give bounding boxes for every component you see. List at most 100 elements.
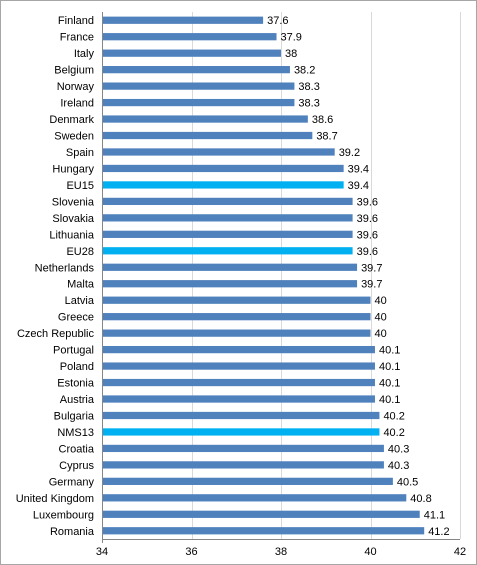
value-label-estonia: 40.1 [379,378,400,390]
category-label-germany: Germany [49,476,95,488]
value-label-slovakia: 39.6 [357,213,378,225]
value-label-finland: 37.6 [267,15,288,27]
category-label-sweden: Sweden [54,131,94,143]
category-label-lithuania: Lithuania [49,229,95,241]
value-label-czech-republic: 40 [375,328,387,340]
x-tick-label-40: 40 [364,546,376,558]
bar-poland [103,362,375,370]
x-tick-label-34: 34 [96,546,108,558]
value-label-cyprus: 40.3 [388,460,409,472]
value-label-united-kingdom: 40.8 [410,493,431,505]
category-label-estonia: Estonia [57,378,95,390]
category-label-czech-republic: Czech Republic [17,328,95,340]
category-label-italy: Italy [74,48,95,60]
category-label-malta: Malta [67,279,95,291]
value-label-belgium: 38.2 [294,65,315,77]
bar-eu15 [103,181,344,189]
bar-nms13 [103,428,380,436]
value-label-latvia: 40 [375,295,387,307]
x-axis-tick-labels: 34 36 38 40 42 [96,546,466,558]
category-label-nms13: NMS13 [57,427,94,439]
bar-sweden [103,131,313,140]
bar-ireland [103,98,295,107]
value-label-italy: 38 [285,48,297,60]
category-label-ireland: Ireland [60,98,94,110]
value-label-norway: 38.3 [298,81,319,93]
value-label-denmark: 38.6 [312,114,333,126]
value-label-austria: 40.1 [379,394,400,406]
value-label-greece: 40 [375,312,387,324]
value-label-hungary: 39.4 [348,163,369,175]
bar-spain [103,148,335,156]
category-label-poland: Poland [60,361,94,373]
value-label-sweden: 38.7 [316,131,337,143]
category-label-romania: Romania [50,526,95,538]
bar-austria [103,395,375,403]
bar-latvia [103,296,371,304]
category-label-greece: Greece [58,312,94,324]
value-label-malta: 39.7 [361,279,382,291]
bar-estonia [103,378,375,387]
value-label-romania: 41.2 [428,526,449,538]
value-label-spain: 39.2 [339,147,360,159]
category-label-austria: Austria [60,394,95,406]
value-label-luxembourg: 41.1 [424,509,445,521]
bar-finland [103,16,264,24]
bar-netherlands [103,263,358,271]
value-labels: 37.6 37.9 38 38.2 38.3 38.3 38.6 38.739.2 39.4 39… [267,15,450,538]
bar-hungary [103,164,344,173]
category-label-luxembourg: Luxembourg [33,509,94,521]
value-label-france: 37.9 [281,32,302,44]
value-label-eu28: 39.6 [357,246,378,258]
category-label-cyprus: Cyprus [59,460,94,472]
bar-romania [103,527,425,535]
bar-slovakia [103,214,353,222]
category-label-portugal: Portugal [53,345,94,357]
bar-italy [103,49,281,57]
bar-cyprus [103,461,384,469]
category-label-slovenia: Slovenia [52,196,95,208]
value-label-poland: 40.1 [379,361,400,373]
category-label-netherlands: Netherlands [35,262,95,274]
value-label-portugal: 40.1 [379,345,400,357]
category-label-eu28: EU28 [66,246,94,258]
bar-belgium [103,66,290,74]
bar-norway [103,82,295,90]
category-label-finland: Finland [58,15,94,27]
bar-eu28 [103,247,353,255]
value-label-lithuania: 39.6 [357,229,378,241]
bar-portugal [103,345,375,354]
bar-lithuania [103,230,353,238]
bar-czech-republic [103,329,371,337]
value-label-eu15: 39.4 [348,180,369,192]
category-label-france: France [60,32,94,44]
bars [103,16,425,535]
bar-slovenia [103,197,353,206]
category-label-hungary: Hungary [52,163,94,175]
category-label-norway: Norway [57,81,95,93]
category-label-denmark: Denmark [49,114,94,126]
value-label-slovenia: 39.6 [357,196,378,208]
bar-croatia [103,444,384,453]
bar-united-kingdom [103,494,407,502]
x-tick-label-36: 36 [185,546,197,558]
value-label-bulgaria: 40.2 [383,410,404,422]
category-label-eu15: EU15 [66,180,94,192]
value-label-nms13: 40.2 [383,427,404,439]
bar-greece [103,313,371,321]
value-label-ireland: 38.3 [298,98,319,110]
x-tick-label-38: 38 [275,546,287,558]
x-tick-label-42: 42 [454,546,466,558]
bar-bulgaria [103,411,380,420]
value-label-germany: 40.5 [397,476,418,488]
bar-malta [103,280,358,288]
category-label-bulgaria: Bulgaria [54,410,95,422]
bar-denmark [103,115,308,123]
category-label-latvia: Latvia [65,295,95,307]
category-label-croatia: Croatia [59,443,95,455]
bar-germany [103,477,393,485]
category-label-united-kingdom: United Kingdom [16,493,94,505]
bar-luxembourg [103,510,420,518]
value-label-croatia: 40.3 [388,443,409,455]
